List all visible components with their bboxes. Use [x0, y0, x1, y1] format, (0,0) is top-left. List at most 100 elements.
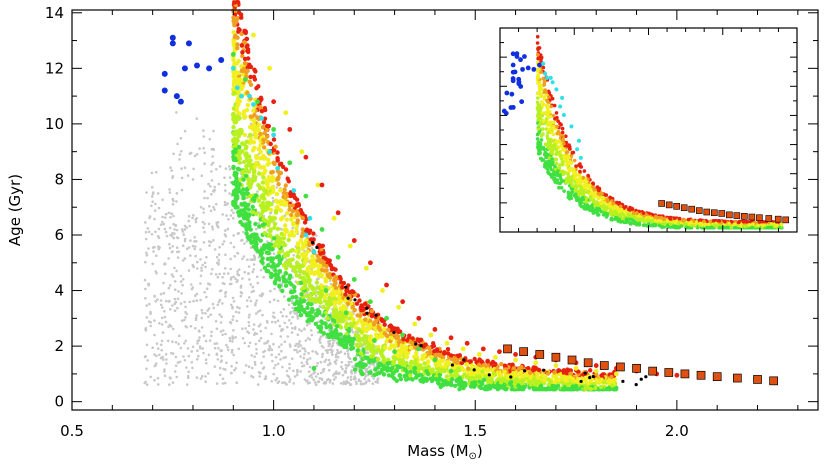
band-point	[486, 367, 490, 371]
grey-point	[194, 327, 197, 330]
grey-point	[230, 278, 233, 281]
band-point	[247, 80, 251, 84]
band-point	[259, 259, 263, 263]
black-point	[584, 371, 587, 374]
inset-point	[592, 210, 596, 214]
band-point	[343, 335, 347, 339]
inset-point	[536, 35, 540, 39]
grey-point	[334, 361, 337, 364]
grey-point	[196, 293, 199, 296]
grey-point	[163, 310, 166, 313]
band-point	[499, 380, 503, 384]
green-stars-point	[336, 255, 341, 260]
grey-point	[238, 268, 241, 271]
grey-point	[217, 276, 220, 279]
grey-point	[254, 361, 257, 364]
grey-point	[283, 308, 286, 311]
band-point	[265, 182, 269, 186]
band-point	[445, 381, 449, 385]
band-point	[397, 354, 401, 358]
grey-point	[219, 299, 222, 302]
band-point	[401, 362, 405, 366]
band-point	[457, 354, 461, 358]
grey-point	[217, 221, 220, 224]
red-stars-point	[481, 346, 486, 351]
band-point	[334, 328, 338, 332]
grey-point	[277, 363, 280, 366]
grey-point	[316, 353, 319, 356]
grey-point	[280, 335, 283, 338]
band-point	[543, 375, 547, 379]
band-point	[267, 234, 271, 238]
band-point	[254, 86, 258, 90]
grey-point	[216, 342, 219, 345]
grey-point	[248, 316, 251, 319]
band-point	[261, 138, 265, 142]
grey-point	[212, 303, 215, 306]
band-point	[349, 347, 353, 351]
band-point	[323, 295, 327, 299]
grey-point	[229, 283, 232, 286]
band-point	[239, 202, 243, 206]
grey-point	[162, 331, 165, 334]
grey-point	[189, 254, 192, 257]
band-point	[234, 129, 238, 133]
grey-point	[236, 306, 239, 309]
black-point	[579, 380, 582, 383]
grey-point	[196, 342, 199, 345]
band-point	[313, 270, 317, 274]
grey-point	[180, 167, 183, 170]
band-point	[338, 319, 342, 323]
grey-point	[179, 153, 182, 156]
grey-point	[333, 378, 336, 381]
band-point	[298, 269, 302, 273]
grey-point	[348, 361, 351, 364]
band-point	[482, 387, 486, 391]
grey-point	[195, 221, 198, 224]
green-stars-point	[400, 333, 405, 338]
grey-point	[320, 372, 323, 375]
band-point	[363, 363, 367, 367]
band-point	[456, 366, 460, 370]
red-stars-point	[320, 183, 325, 188]
band-point	[278, 237, 282, 241]
grey-point	[301, 365, 304, 368]
cyan-stars-point	[259, 116, 264, 121]
blue-stars-point	[218, 57, 224, 63]
grey-point	[328, 369, 331, 372]
band-point	[276, 272, 280, 276]
grey-point	[214, 248, 217, 251]
band-point	[330, 293, 334, 297]
band-point	[447, 362, 451, 366]
blue-stars-point	[170, 40, 176, 46]
blue-stars-point	[170, 35, 176, 41]
grey-point	[157, 383, 160, 386]
yellow-stars-point	[380, 288, 385, 293]
band-point	[299, 208, 303, 212]
grey-point	[192, 346, 195, 349]
band-point	[589, 387, 593, 391]
grey-point	[364, 375, 367, 378]
grey-point	[210, 210, 213, 213]
grey-point	[296, 315, 299, 318]
grey-point	[337, 356, 340, 359]
grey-point	[327, 364, 330, 367]
grey-point	[252, 286, 255, 289]
band-point	[235, 42, 239, 46]
band-point	[442, 350, 446, 354]
grey-point	[306, 358, 309, 361]
grey-point	[199, 248, 202, 251]
grey-point	[288, 376, 291, 379]
grey-point	[345, 367, 348, 370]
band-point	[316, 258, 320, 262]
band-point	[257, 199, 261, 203]
grey-point	[205, 340, 208, 343]
grey-point	[220, 321, 223, 324]
band-point	[252, 68, 256, 72]
grey-point	[284, 322, 287, 325]
band-point	[513, 382, 517, 386]
grey-point	[260, 269, 263, 272]
square-point	[681, 370, 689, 378]
band-point	[297, 309, 301, 313]
band-point	[296, 218, 300, 222]
